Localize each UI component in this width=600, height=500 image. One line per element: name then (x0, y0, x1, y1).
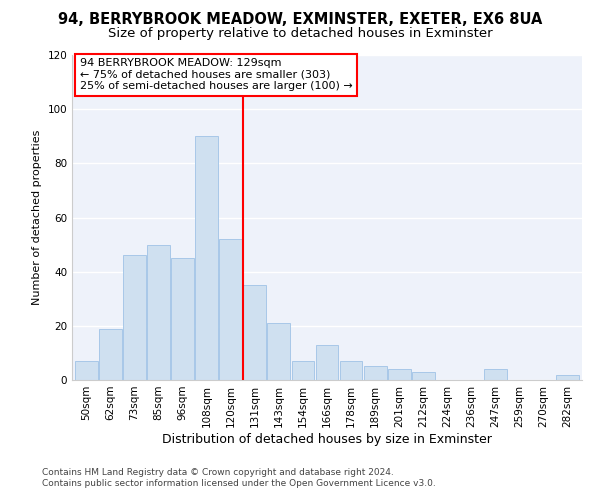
Bar (316, 345, 338, 380)
Bar (292, 361, 314, 380)
Bar (123, 256, 146, 380)
Bar (556, 374, 579, 380)
Bar (171, 258, 194, 380)
Text: 94 BERRYBROOK MEADOW: 129sqm
← 75% of detached houses are smaller (303)
25% of s: 94 BERRYBROOK MEADOW: 129sqm ← 75% of de… (80, 58, 352, 92)
X-axis label: Distribution of detached houses by size in Exminster: Distribution of detached houses by size … (162, 432, 492, 446)
Bar (388, 369, 410, 380)
Bar (75, 361, 98, 380)
Text: 94, BERRYBROOK MEADOW, EXMINSTER, EXETER, EX6 8UA: 94, BERRYBROOK MEADOW, EXMINSTER, EXETER… (58, 12, 542, 28)
Bar (412, 372, 434, 380)
Text: Size of property relative to detached houses in Exminster: Size of property relative to detached ho… (107, 28, 493, 40)
Y-axis label: Number of detached properties: Number of detached properties (32, 130, 42, 305)
Bar (244, 285, 266, 380)
Text: Contains HM Land Registry data © Crown copyright and database right 2024.
Contai: Contains HM Land Registry data © Crown c… (42, 468, 436, 487)
Bar (99, 328, 122, 380)
Bar (340, 361, 362, 380)
Bar (195, 136, 218, 380)
Bar (484, 369, 507, 380)
Bar (220, 239, 242, 380)
Bar (364, 366, 386, 380)
Bar (268, 323, 290, 380)
Bar (147, 244, 170, 380)
